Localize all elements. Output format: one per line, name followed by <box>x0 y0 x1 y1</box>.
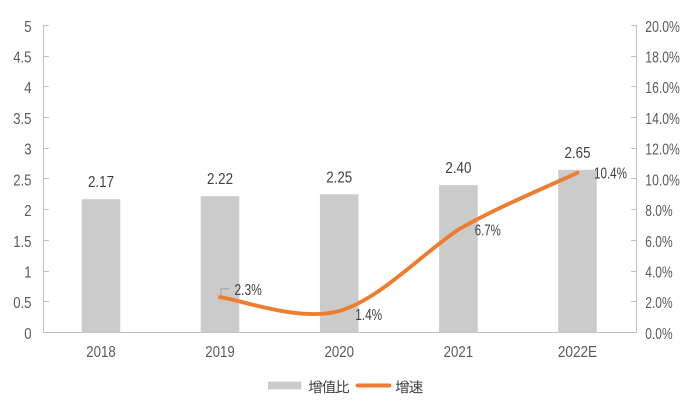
svg-text:2022E: 2022E <box>558 344 597 361</box>
svg-text:0.5: 0.5 <box>13 295 31 312</box>
svg-text:2: 2 <box>24 203 31 220</box>
svg-text:0.0%: 0.0% <box>645 326 672 343</box>
svg-text:16.0%: 16.0% <box>645 80 680 97</box>
svg-text:6.0%: 6.0% <box>645 234 672 251</box>
svg-text:20.0%: 20.0% <box>645 19 680 36</box>
svg-text:2.40: 2.40 <box>445 160 471 177</box>
svg-text:1: 1 <box>24 265 31 282</box>
svg-text:0: 0 <box>24 326 31 343</box>
svg-text:2.65: 2.65 <box>565 145 591 162</box>
svg-text:2.3%: 2.3% <box>235 282 262 299</box>
svg-text:2.22: 2.22 <box>207 171 233 188</box>
svg-text:2018: 2018 <box>86 344 116 361</box>
svg-text:1.5: 1.5 <box>13 234 31 251</box>
svg-text:2.5: 2.5 <box>13 172 31 189</box>
svg-text:10.0%: 10.0% <box>645 172 680 189</box>
svg-text:2021: 2021 <box>444 344 474 361</box>
svg-text:5: 5 <box>24 19 31 36</box>
svg-text:8.0%: 8.0% <box>645 203 672 220</box>
svg-text:12.0%: 12.0% <box>645 142 680 159</box>
svg-text:14.0%: 14.0% <box>645 111 680 128</box>
svg-text:2.17: 2.17 <box>88 174 114 191</box>
svg-text:6.7%: 6.7% <box>475 222 501 239</box>
svg-text:1.4%: 1.4% <box>355 307 382 324</box>
svg-text:2.0%: 2.0% <box>645 295 672 312</box>
svg-text:2019: 2019 <box>205 344 235 361</box>
svg-text:3.5: 3.5 <box>13 111 31 128</box>
svg-text:4.5: 4.5 <box>13 50 31 67</box>
svg-text:18.0%: 18.0% <box>645 50 680 67</box>
svg-text:2.25: 2.25 <box>326 169 352 186</box>
svg-text:2020: 2020 <box>324 344 354 361</box>
svg-text:10.4%: 10.4% <box>594 165 627 182</box>
svg-text:4: 4 <box>24 80 31 97</box>
svg-text:4.0%: 4.0% <box>645 265 672 282</box>
svg-text:3: 3 <box>24 142 31 159</box>
